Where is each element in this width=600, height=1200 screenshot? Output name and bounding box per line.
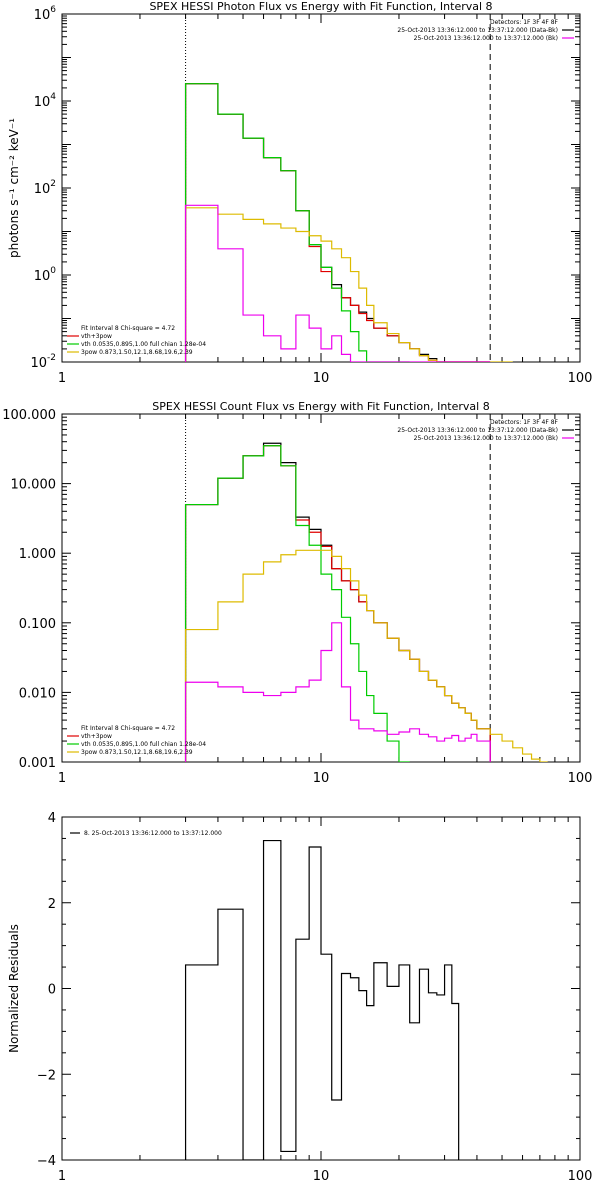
y-tick-label: 0: [48, 983, 56, 998]
y-tick-base: 10: [34, 8, 51, 23]
y-tick-label: −4: [37, 1154, 56, 1169]
y-tick-label: 2: [48, 897, 56, 912]
y-axis-label: Normalized Residuals: [7, 924, 21, 1053]
legend-bottomleft-text: 3pow 0.873,1.50,12.1,8.68,19.6,2.39: [81, 749, 193, 756]
y-tick-exponent: 4: [50, 92, 56, 102]
y-tick-label: 0.010: [19, 686, 56, 701]
series-3-line: [184, 549, 548, 762]
y-tick-base: 10: [34, 182, 51, 197]
y-tick-base: 1.000: [19, 547, 56, 562]
legend-topright-text: 25-Oct-2013 13:36:12.000 to 13:37:12.000…: [397, 27, 558, 34]
series-2-line: [184, 445, 410, 762]
y-tick-label: 106: [34, 5, 57, 23]
y-tick-exponent: 6: [50, 5, 56, 15]
y-tick-base: 10: [34, 269, 51, 284]
series-1-line: [184, 83, 491, 362]
legend-topright-text: 25-Oct-2013 13:36:12.000 to 13:37:12.000…: [397, 427, 558, 434]
series-2-line: [184, 83, 410, 362]
y-tick-label: 100.000: [2, 408, 56, 423]
legend-bottomleft-text: vth 0.0535,0.895,1.00 full chian 1.28e-0…: [81, 341, 206, 348]
legend-bottomleft-text: vth+3pow: [81, 733, 112, 740]
y-tick-base: 10: [34, 95, 51, 110]
y-tick-base: 2: [48, 897, 56, 912]
legend-topright-text: Detectors: 1F 3F 4F 8F: [490, 19, 559, 26]
legend-bottomleft-text: 3pow 0.873,1.50,12.1,8.68,19.6,2.39: [81, 349, 193, 356]
y-tick-label: 102: [34, 179, 56, 197]
x-tick-label: 1: [58, 1169, 66, 1184]
y-tick-label: 104: [34, 92, 57, 110]
y-tick-exponent: 0: [50, 266, 56, 276]
y-tick-base: −4: [37, 1154, 56, 1169]
y-tick-base: 0.010: [19, 686, 56, 701]
y-tick-label: 4: [48, 811, 56, 826]
series-1-line: [184, 445, 491, 762]
y-tick-label: −2: [37, 1068, 56, 1083]
y-tick-exponent: 2: [50, 179, 56, 189]
y-tick-base: 10: [30, 356, 47, 371]
chart-title: SPEX HESSI Photon Flux vs Energy with Fi…: [149, 0, 492, 13]
plot-frame: [61, 13, 581, 363]
y-tick-base: 0.001: [19, 756, 56, 771]
y-tick-label: 100: [34, 266, 57, 284]
y-tick-exponent: -2: [47, 353, 56, 363]
x-tick-label: 1: [58, 771, 66, 786]
x-tick-label: 10: [313, 1169, 330, 1184]
y-tick-label: 10.000: [11, 478, 57, 493]
x-tick-label: 100: [568, 371, 593, 386]
legend-bottomleft-text: Fit Interval 8 Chi-square = 4.72: [81, 325, 175, 332]
series-4-line: [184, 204, 491, 362]
series-4-line: [184, 622, 491, 762]
series-0-line: [184, 83, 491, 362]
x-tick-label: 100: [568, 771, 593, 786]
x-tick-label: 10: [313, 771, 330, 786]
y-tick-base: 0.100: [19, 617, 56, 632]
count-flux-panel: SPEX HESSI Count Flux vs Energy with Fit…: [2, 400, 592, 786]
y-tick-label: 0.001: [19, 756, 56, 771]
y-tick-base: 0: [48, 983, 56, 998]
photon-flux-panel: SPEX HESSI Photon Flux vs Energy with Fi…: [7, 0, 592, 386]
residuals-panel: Normalized Residuals 1 10 100 −4 −2 0 2 4 8. 25-O…: [7, 811, 592, 1184]
y-tick-label: 1.000: [19, 547, 56, 562]
series-0-line: [184, 839, 460, 1160]
x-tick-label: 1: [58, 371, 66, 386]
legend-topright-text: Detectors: 1F 3F 4F 8F: [490, 419, 559, 426]
series-0-line: [184, 442, 491, 762]
y-tick-base: 100.000: [2, 408, 56, 423]
y-tick-base: 4: [48, 811, 56, 826]
legend-bottomleft-text: Fit Interval 8 Chi-square = 4.72: [81, 725, 175, 732]
y-tick-label: 10-2: [30, 353, 56, 371]
series-group: [184, 839, 460, 1160]
series-group: [184, 442, 548, 762]
y-axis-label: photons s⁻¹ cm⁻² keV⁻¹: [7, 118, 21, 258]
x-tick-label: 100: [568, 1169, 593, 1184]
x-tick-label: 10: [313, 371, 330, 386]
legend-bottomleft-text: vth 0.0535,0.895,1.00 full chian 1.28e-0…: [81, 741, 206, 748]
plot-frame: [61, 413, 581, 763]
legend-topright-text: 25-Oct-2013 13:36:12.000 to 13:37:12.000…: [414, 35, 558, 42]
series-group: [184, 83, 513, 362]
y-tick-label: 0.100: [19, 617, 56, 632]
y-tick-base: 10.000: [11, 478, 57, 493]
legend-topleft-text: 8. 25-Oct-2013 13:36:12.000 to 13:37:12.…: [84, 830, 222, 837]
legend-topright-text: 25-Oct-2013 13:36:12.000 to 13:37:12.000…: [414, 435, 558, 442]
y-tick-base: −2: [37, 1068, 56, 1083]
series-3-line: [184, 207, 513, 362]
chart-title: SPEX HESSI Count Flux vs Energy with Fit…: [152, 400, 489, 413]
legend-bottomleft-text: vth+3pow: [81, 333, 112, 340]
